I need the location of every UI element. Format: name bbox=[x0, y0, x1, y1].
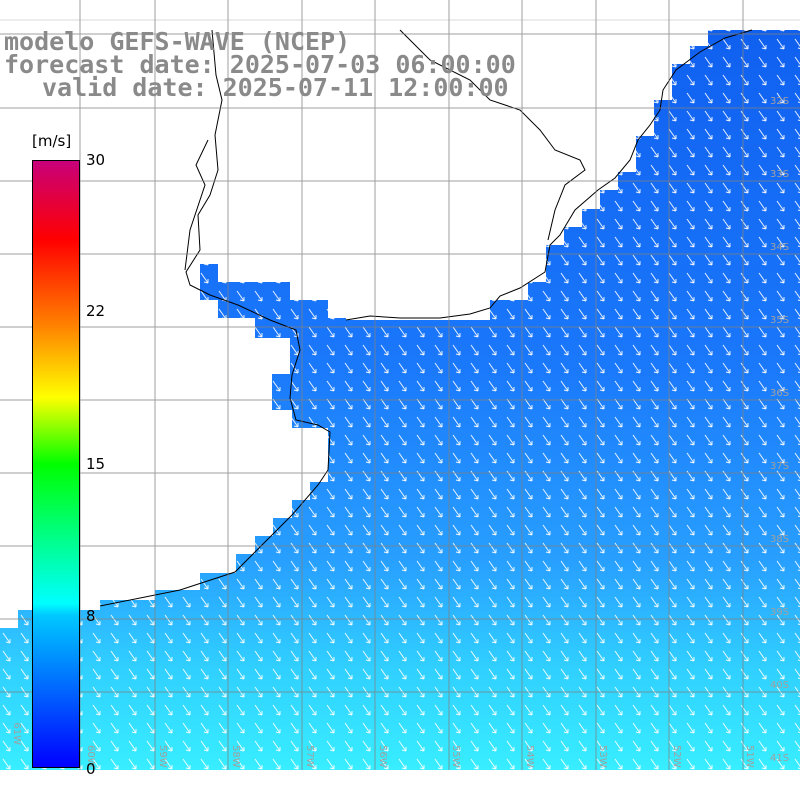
lat-label-34s: 34S bbox=[770, 242, 789, 253]
title-valid-date: valid date: 2025-07-11 12:00:00 bbox=[42, 73, 509, 102]
lon-label-55w: 55W bbox=[450, 745, 461, 768]
lon-label-52w: 52W bbox=[671, 745, 682, 768]
coastline bbox=[99, 29, 753, 607]
colorbar-tick-30: 30 bbox=[86, 151, 106, 169]
graticule bbox=[0, 0, 800, 770]
lon-label-56w: 56W bbox=[377, 745, 388, 768]
lat-label-35s: 35S bbox=[770, 315, 789, 326]
longitude-labels: 61W 60W 59W 58W 57W 56W 55W 54W 53W 52W … bbox=[11, 722, 755, 767]
title-model: modelo GEFS-WAVE (NCEP) bbox=[4, 27, 351, 56]
lat-label-38s: 38S bbox=[770, 534, 789, 545]
lon-label-57w: 57W bbox=[304, 745, 315, 768]
lat-label-33s: 33S bbox=[770, 169, 789, 180]
lat-label-37s: 37S bbox=[770, 461, 789, 472]
lon-label-51w: 51W bbox=[744, 745, 755, 768]
colorbar-tick-0: 0 bbox=[86, 760, 96, 778]
colorbar-tick-15: 15 bbox=[86, 455, 106, 473]
colorbar-tick-22: 22 bbox=[86, 302, 106, 320]
lat-label-32s: 32S bbox=[770, 96, 789, 107]
lon-label-61w: 61W bbox=[11, 722, 22, 745]
colorbar-unit: [m/s] bbox=[32, 132, 72, 150]
latitude-labels: 32S 33S 34S 35S 36S 37S 38S 39S 40S 41S bbox=[770, 96, 789, 764]
lat-label-36s: 36S bbox=[770, 388, 789, 399]
lat-label-40s: 40S bbox=[770, 680, 789, 691]
lon-label-58w: 58W bbox=[230, 745, 241, 768]
lon-label-59w: 59W bbox=[157, 745, 168, 768]
lon-label-53w: 53W bbox=[597, 745, 608, 768]
lat-label-41s: 41S bbox=[770, 753, 789, 764]
lat-label-39s: 39S bbox=[770, 607, 789, 618]
colorbar bbox=[32, 160, 80, 768]
colorbar-tick-8: 8 bbox=[86, 607, 96, 625]
title-forecast-date: forecast date: 2025-07-03 06:00:00 bbox=[4, 50, 516, 79]
lon-label-54w: 54W bbox=[524, 745, 535, 768]
lon-label-60w: 60W bbox=[85, 745, 96, 768]
